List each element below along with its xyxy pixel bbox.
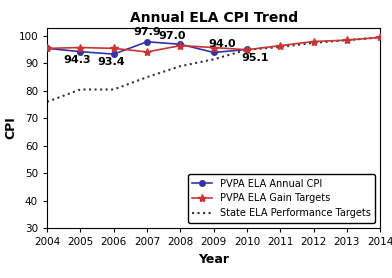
PVPA ELA Gain Targets <box>78 46 83 49</box>
PVPA ELA Gain Targets <box>278 44 283 47</box>
X-axis label: Year: Year <box>198 252 229 265</box>
PVPA ELA Gain Targets <box>378 36 383 39</box>
PVPA ELA Annual CPI <box>245 48 249 51</box>
Line: State ELA Performance Targets: State ELA Performance Targets <box>47 38 380 102</box>
Text: 93.4: 93.4 <box>97 57 125 67</box>
PVPA ELA Gain Targets <box>178 44 183 47</box>
PVPA ELA Annual CPI <box>111 53 116 56</box>
State ELA Performance Targets <box>178 64 183 68</box>
Text: 97.9: 97.9 <box>133 27 161 37</box>
PVPA ELA Annual CPI <box>145 40 149 43</box>
State ELA Performance Targets <box>345 38 349 42</box>
PVPA ELA Annual CPI <box>178 43 183 46</box>
Line: PVPA ELA Gain Targets: PVPA ELA Gain Targets <box>43 33 385 56</box>
State ELA Performance Targets <box>245 48 249 51</box>
State ELA Performance Targets <box>211 58 216 61</box>
State ELA Performance Targets <box>78 88 83 91</box>
Legend: PVPA ELA Annual CPI, PVPA ELA Gain Targets, State ELA Performance Targets: PVPA ELA Annual CPI, PVPA ELA Gain Targe… <box>187 174 376 223</box>
PVPA ELA Gain Targets <box>345 38 349 42</box>
PVPA ELA Annual CPI <box>78 50 83 53</box>
PVPA ELA Gain Targets <box>245 48 249 51</box>
State ELA Performance Targets <box>145 76 149 79</box>
PVPA ELA Gain Targets <box>145 50 149 54</box>
PVPA ELA Gain Targets <box>45 47 49 50</box>
Text: 94.0: 94.0 <box>208 39 236 49</box>
State ELA Performance Targets <box>111 88 116 91</box>
PVPA ELA Gain Targets <box>311 40 316 43</box>
State ELA Performance Targets <box>45 100 49 103</box>
State ELA Performance Targets <box>278 45 283 49</box>
Text: 95.1: 95.1 <box>241 53 269 63</box>
Title: Annual ELA CPI Trend: Annual ELA CPI Trend <box>130 11 298 25</box>
Text: 97.0: 97.0 <box>158 31 186 41</box>
Y-axis label: CPI: CPI <box>4 116 17 139</box>
PVPA ELA Gain Targets <box>111 47 116 50</box>
PVPA ELA Gain Targets <box>211 46 216 49</box>
State ELA Performance Targets <box>311 41 316 44</box>
PVPA ELA Annual CPI <box>211 51 216 54</box>
Text: 94.3: 94.3 <box>64 55 91 65</box>
Line: PVPA ELA Annual CPI: PVPA ELA Annual CPI <box>44 39 250 57</box>
PVPA ELA Annual CPI <box>45 47 49 50</box>
State ELA Performance Targets <box>378 36 383 39</box>
